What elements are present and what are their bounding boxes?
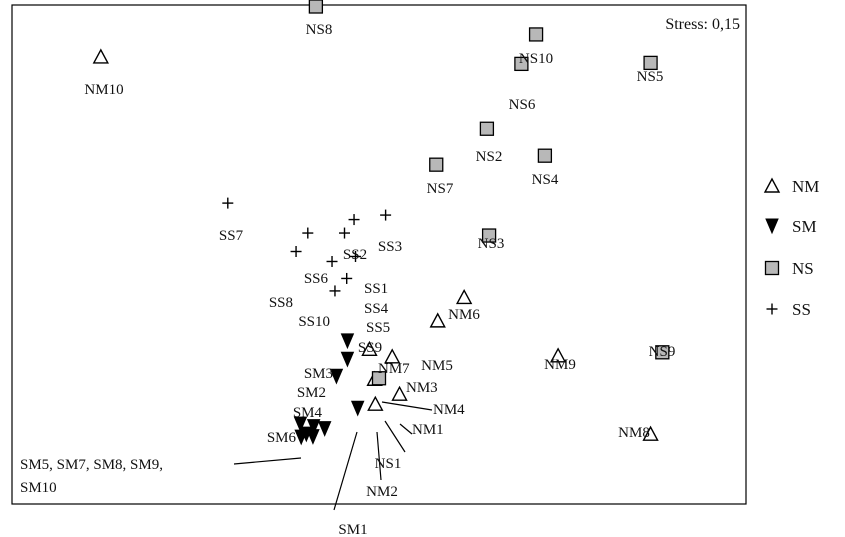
point-ss1 xyxy=(339,227,351,239)
grouped-label-line2: SM10 xyxy=(20,480,57,496)
point-sm4 xyxy=(329,368,344,385)
point-sm6 xyxy=(293,416,308,433)
leader-grouped-sm xyxy=(233,457,302,465)
label-ns8: NS8 xyxy=(306,22,333,38)
leader-lines xyxy=(233,401,433,511)
label-ns9: NS9 xyxy=(649,344,676,360)
legend-item-ns: NS xyxy=(764,259,814,278)
label-nm3: NM3 xyxy=(406,380,438,396)
point-sm3 xyxy=(340,333,355,350)
legend-marker-ns xyxy=(764,260,780,276)
leader-nm2 xyxy=(376,431,382,481)
legend-marker-ss xyxy=(766,303,778,315)
point-sm1 xyxy=(350,400,365,417)
legend-label-ns: NS xyxy=(792,259,814,278)
point-nm1 xyxy=(391,385,408,401)
leader-ns1 xyxy=(384,420,406,453)
label-nm10: NM10 xyxy=(84,82,123,98)
point-nm8 xyxy=(642,425,659,441)
point-ss9 xyxy=(329,285,341,297)
label-sm3: SM3 xyxy=(304,366,333,382)
label-nm6: NM6 xyxy=(448,307,480,323)
legend-item-sm: SM xyxy=(765,217,817,236)
legend-item-ss: SS xyxy=(766,300,811,319)
point-ss5 xyxy=(341,272,353,284)
point-ss6 xyxy=(302,227,314,239)
point-ss3 xyxy=(380,209,392,221)
legend-item-nm: NM xyxy=(763,177,819,196)
label-nm1: NM1 xyxy=(412,422,444,438)
label-ns4: NS4 xyxy=(532,172,559,188)
label-ss5: SS5 xyxy=(366,320,390,336)
point-ns2 xyxy=(479,121,495,136)
point-ns1 xyxy=(371,371,387,386)
label-ns3: NS3 xyxy=(478,236,505,252)
legend: NM SM NS SS xyxy=(763,177,819,319)
point-nm6 xyxy=(455,288,473,305)
point-ss2 xyxy=(348,214,360,226)
label-ss6: SS6 xyxy=(304,271,329,287)
legend-label-ss: SS xyxy=(792,300,811,319)
plot-frame xyxy=(11,4,747,505)
label-ns10: NS10 xyxy=(519,51,553,67)
point-nm10 xyxy=(92,48,109,64)
label-ss4: SS4 xyxy=(364,301,389,317)
label-nm8: NM8 xyxy=(618,425,650,441)
label-ss8: SS8 xyxy=(269,295,293,311)
point-ss4 xyxy=(350,250,362,262)
label-ns1: NS1 xyxy=(375,456,402,472)
point-ns3 xyxy=(481,228,497,243)
label-ns5: NS5 xyxy=(637,69,664,85)
label-nm2: NM2 xyxy=(366,484,398,500)
point-ns4 xyxy=(537,148,553,163)
point-sm9 xyxy=(317,421,332,437)
label-sm4: SM4 xyxy=(293,405,323,421)
point-nm9 xyxy=(549,347,567,363)
point-sm10 xyxy=(306,419,321,435)
legend-label-sm: SM xyxy=(792,217,817,236)
label-ss1: SS1 xyxy=(364,281,388,297)
label-sm6: SM6 xyxy=(267,430,297,446)
point-ns8 xyxy=(308,0,324,14)
point-ss10 xyxy=(326,255,338,267)
legend-marker-nm xyxy=(763,177,781,193)
point-nm7 xyxy=(361,340,378,357)
point-ns10 xyxy=(528,27,544,42)
label-ss2: SS2 xyxy=(343,247,367,263)
label-sm2: SM2 xyxy=(297,385,326,401)
leader-sm1 xyxy=(333,431,358,511)
point-nm2 xyxy=(367,395,384,411)
legend-marker-sm xyxy=(765,218,779,235)
label-ss10: SS10 xyxy=(298,314,330,330)
label-ns6: NS6 xyxy=(509,97,536,113)
point-ns7 xyxy=(429,157,444,172)
label-ss3: SS3 xyxy=(378,239,402,255)
label-ns7: NS7 xyxy=(427,181,454,197)
label-nm4: NM4 xyxy=(433,402,465,418)
label-nm9: NM9 xyxy=(544,357,576,373)
label-nm7: NM7 xyxy=(378,361,410,377)
point-nm5 xyxy=(429,312,446,328)
leader-nm4 xyxy=(381,401,433,411)
stress-annotation: Stress: 0,15 xyxy=(665,16,740,33)
label-ns2: NS2 xyxy=(476,149,503,165)
point-ss7 xyxy=(222,197,234,209)
point-sm2 xyxy=(340,351,355,368)
label-ss9: SS9 xyxy=(358,340,382,356)
label-nm5: NM5 xyxy=(421,358,453,374)
data-points xyxy=(92,0,670,446)
grouped-label-line1: SM5, SM7, SM8, SM9, xyxy=(20,457,163,473)
point-ss8 xyxy=(290,246,302,258)
legend-label-nm: NM xyxy=(792,177,819,196)
point-nm3 xyxy=(384,348,401,364)
label-ss7: SS7 xyxy=(219,228,244,244)
point-ns9 xyxy=(655,345,670,360)
point-ns5 xyxy=(643,55,658,71)
label-sm1: SM1 xyxy=(338,522,367,537)
leader-nm1 xyxy=(399,423,413,435)
point-labels: NM1 NM2 NM3 NM4 NM5 NM6 NM7 NM8 NM9 NM10 SM1 SM2 SM3… xyxy=(84,22,675,537)
point-ns6 xyxy=(514,56,529,72)
